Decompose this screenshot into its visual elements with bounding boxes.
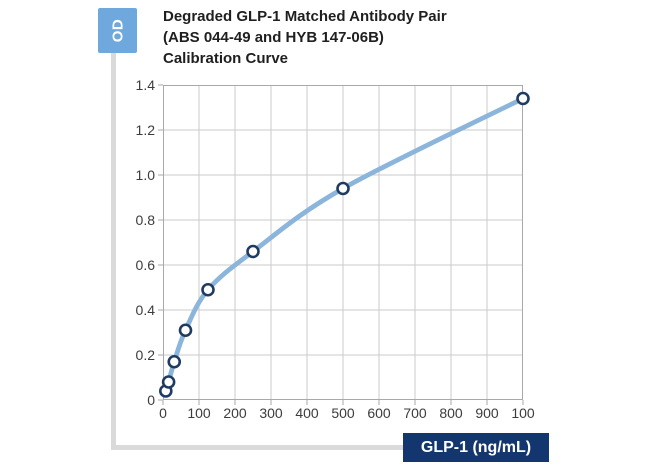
y-tick-label: 0.8 xyxy=(135,212,155,228)
plot-border xyxy=(163,85,523,400)
y-tick-label: 1.4 xyxy=(135,77,155,93)
data-point-marker xyxy=(178,323,193,338)
y-tick-label: 0.6 xyxy=(135,257,155,273)
y-tick-label: 1.0 xyxy=(135,167,155,183)
y-tick-label: 1.2 xyxy=(135,122,155,138)
calibration-curve-line xyxy=(163,96,526,394)
data-point-marker xyxy=(246,244,260,259)
chart-title-line-2: (ABS 044-49 and HYB 147-06B) xyxy=(163,29,384,46)
x-tick-label: 500 xyxy=(331,405,355,421)
y-axis-label: OD xyxy=(109,18,126,43)
y-tick-label: 0.4 xyxy=(135,302,155,318)
y-tick-label: 0 xyxy=(147,392,155,408)
y-tick-label: 0.2 xyxy=(135,347,155,363)
x-tick-label: 0 xyxy=(159,405,167,421)
x-tick-label: 700 xyxy=(403,405,427,421)
chart-title-line-1: Degraded GLP-1 Matched Antibody Pair xyxy=(163,8,447,25)
x-axis-label: GLP-1 (ng/mL) xyxy=(420,438,532,456)
x-tick-label: 800 xyxy=(439,405,463,421)
x-axis-connector-line xyxy=(111,445,403,450)
x-axis-badge: GLP-1 (ng/mL) xyxy=(403,433,549,462)
x-tick-label: 100 xyxy=(187,405,211,421)
x-tick-label: 300 xyxy=(259,405,283,421)
plot-area: 0 0.2 0.4 0.6 0.8 1.0 1.2 1.4 0 100 200 300 400 500 6… xyxy=(136,78,535,420)
chart-title: Degraded GLP-1 Matched Antibody Pair (AB… xyxy=(163,6,447,69)
data-point-marker xyxy=(336,181,350,196)
y-axis-badge: OD xyxy=(98,8,137,53)
data-point-marker xyxy=(161,375,176,389)
x-tick-label: 600 xyxy=(367,405,391,421)
calibration-curve-svg xyxy=(158,84,530,405)
x-tick-label: 400 xyxy=(295,405,319,421)
chart-title-line-3: Calibration Curve xyxy=(163,50,289,67)
x-tick-label: 200 xyxy=(223,405,247,421)
data-point-marker xyxy=(167,354,182,369)
y-axis-connector-line xyxy=(111,53,116,450)
x-tick-label: 100 xyxy=(511,405,535,421)
data-point-marker xyxy=(516,91,530,106)
data-point-marker xyxy=(201,282,215,297)
x-tick-label: 900 xyxy=(475,405,499,421)
